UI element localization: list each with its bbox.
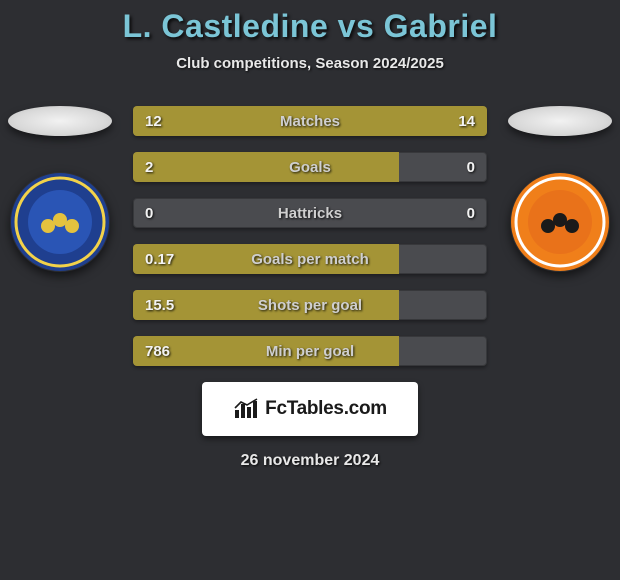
stat-value-right: 14 xyxy=(446,106,487,136)
player-left-column xyxy=(5,106,115,272)
stat-row: 1214Matches xyxy=(133,106,487,136)
player-right-avatar xyxy=(508,106,612,136)
club-crest-right xyxy=(510,172,610,272)
stat-value-left: 2 xyxy=(133,152,165,182)
comparison-card: L. Castledine vs Gabriel Club competitio… xyxy=(0,0,620,470)
stat-value-left: 0.17 xyxy=(133,244,186,274)
stat-row: 0 0Hattricks xyxy=(133,198,487,228)
stat-value-left: 15.5 xyxy=(133,290,186,320)
stat-bars: 1214Matches20Goals00Hattricks0.17Goals p… xyxy=(133,106,487,366)
player-left-avatar xyxy=(8,106,112,136)
page-title: L. Castledine vs Gabriel xyxy=(0,8,620,45)
stat-value-left: 12 xyxy=(133,106,174,136)
stat-value-right xyxy=(463,336,487,366)
stat-value-right xyxy=(463,290,487,320)
stat-category-label: Hattricks xyxy=(133,198,487,228)
comparison-body: 1214Matches20Goals00Hattricks0.17Goals p… xyxy=(0,106,620,366)
stat-value-right xyxy=(463,244,487,274)
stat-value-left: 0 xyxy=(133,198,165,228)
stat-row: 786Min per goal xyxy=(133,336,487,366)
date-footer: 26 november 2024 xyxy=(0,452,620,470)
stat-row: 15.5Shots per goal xyxy=(133,290,487,320)
brand-badge: FcTables.com xyxy=(202,382,418,436)
stat-row: 20Goals xyxy=(133,152,487,182)
player-right-column xyxy=(505,106,615,272)
stat-bar-left xyxy=(133,152,399,182)
stat-value-left: 786 xyxy=(133,336,182,366)
brand-text: FcTables.com xyxy=(265,398,387,420)
subtitle: Club competitions, Season 2024/2025 xyxy=(0,55,620,72)
club-crest-left xyxy=(10,172,110,272)
stat-value-right: 0 xyxy=(455,152,487,182)
stat-row: 0.17Goals per match xyxy=(133,244,487,274)
brand-chart-icon xyxy=(233,398,259,420)
stat-value-right: 0 xyxy=(455,198,487,228)
